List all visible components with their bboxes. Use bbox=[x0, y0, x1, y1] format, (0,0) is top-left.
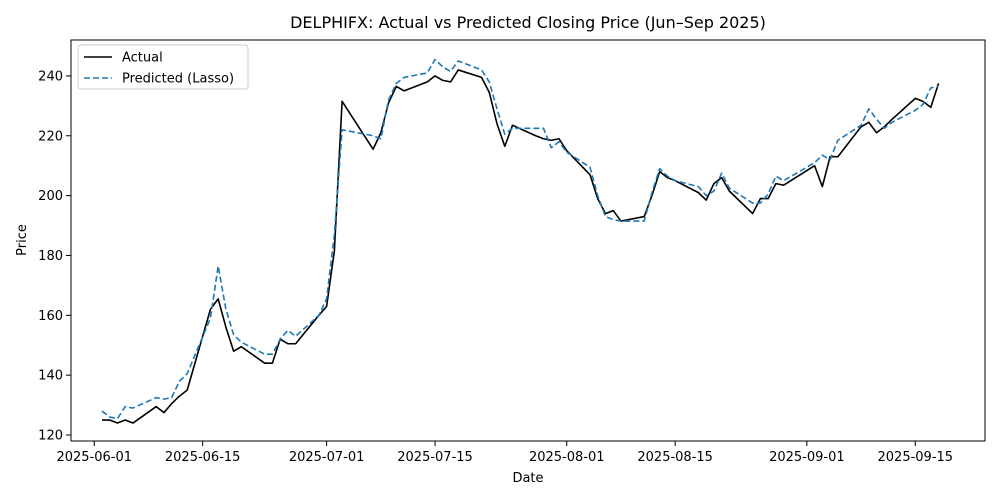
y-axis-label: Price bbox=[15, 224, 30, 256]
y-tick-label: 140 bbox=[38, 369, 63, 384]
legend-box bbox=[77, 44, 249, 90]
x-tick-label: 2025-06-01 bbox=[56, 450, 132, 465]
series-line-actual bbox=[101, 69, 940, 424]
legend-label: Predicted (Lasso) bbox=[122, 72, 234, 87]
y-tick-label: 160 bbox=[38, 309, 63, 324]
axes-frame bbox=[70, 39, 986, 442]
y-tick-label: 180 bbox=[38, 249, 63, 264]
y-tick-label: 120 bbox=[38, 429, 63, 444]
plot-area bbox=[101, 58, 940, 424]
x-tick-label: 2025-06-15 bbox=[165, 450, 241, 465]
x-tick-label: 2025-09-01 bbox=[769, 450, 845, 465]
legend-label: Actual bbox=[122, 51, 163, 66]
x-axis: 2025-06-01 2025-06-15 2025-07-01 2025-07-15… bbox=[56, 441, 953, 465]
y-tick-label: 220 bbox=[38, 129, 63, 144]
x-tick-label: 2025-09-15 bbox=[878, 450, 954, 465]
x-axis-label: Date bbox=[512, 471, 543, 486]
x-tick-label: 2025-08-01 bbox=[529, 450, 605, 465]
x-tick-label: 2025-08-15 bbox=[637, 450, 713, 465]
x-tick-label: 2025-07-01 bbox=[289, 450, 365, 465]
x-tick-label: 2025-07-15 bbox=[397, 450, 473, 465]
series-line-predicted bbox=[101, 58, 939, 420]
y-tick-label: 200 bbox=[38, 189, 63, 204]
legend: Actual Predicted (Lasso) bbox=[77, 44, 249, 90]
chart-title: DELPHIFX: Actual vs Predicted Closing Pr… bbox=[290, 13, 766, 32]
y-axis: 120 140 160 180 200 220 240 bbox=[38, 69, 71, 444]
y-tick-label: 240 bbox=[38, 69, 63, 84]
